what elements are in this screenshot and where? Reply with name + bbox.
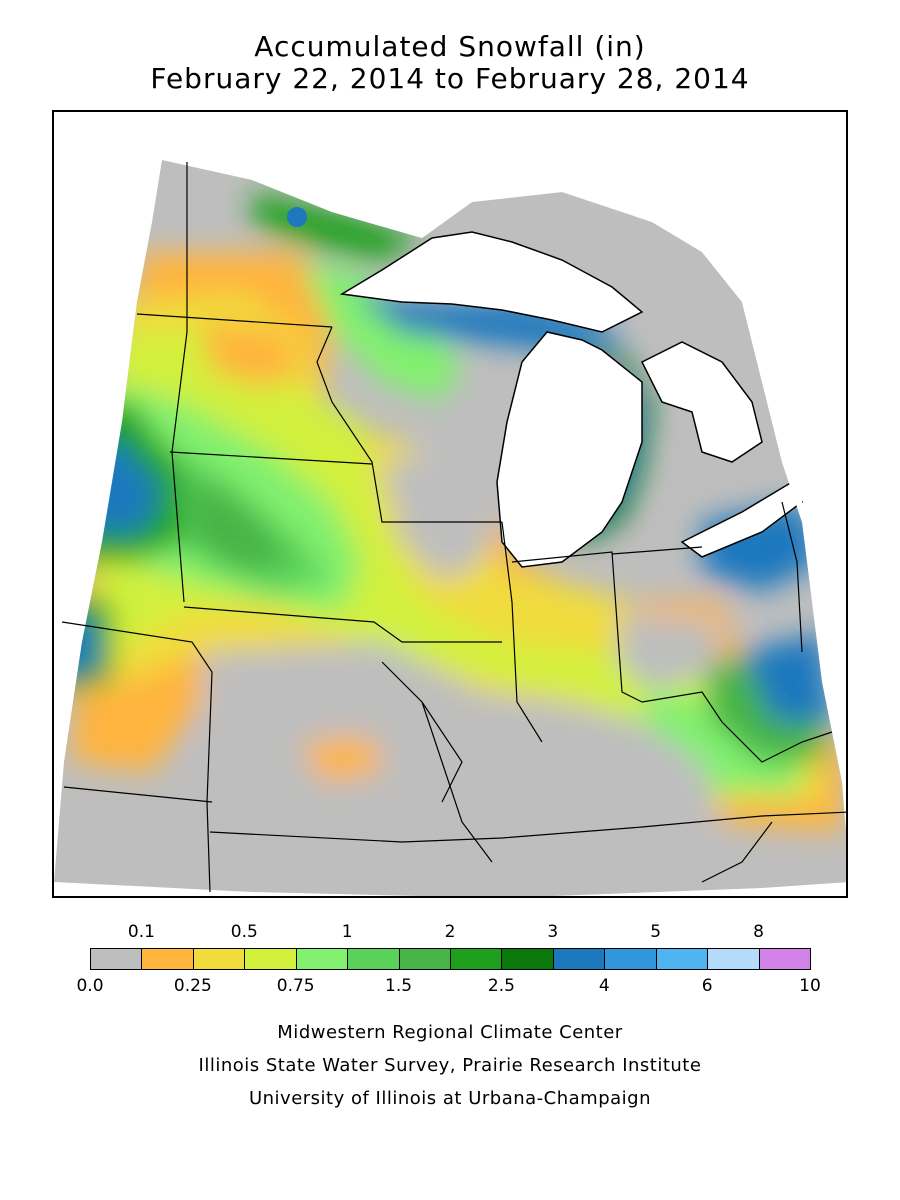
color-legend: 0.1 0.5 1 2 3 5 8 0.0 0.25 0.75 1.5 2.5 4 6 10: [76, 922, 820, 996]
state-borders: [61, 162, 846, 893]
legend-upper-label: 8: [753, 922, 764, 942]
legend-lower-label: 1.5: [385, 976, 413, 996]
legend-swatch: [90, 948, 143, 970]
snowfall-field: [54, 160, 846, 896]
map-canvas: [54, 120, 846, 896]
credit-line-3: University of Illinois at Urbana-Champai…: [248, 1088, 652, 1109]
legend-lower-label: 0.0: [76, 976, 104, 996]
legend-swatch: [347, 948, 400, 970]
legend-swatch: [604, 948, 657, 970]
legend-upper-label: 5: [650, 922, 662, 942]
credit-line-2: Illinois State Water Survey, Prairie Res…: [198, 1055, 702, 1076]
legend-upper-label: 2: [444, 922, 456, 942]
legend-swatch: [244, 948, 297, 970]
legend-swatch: [192, 948, 246, 970]
great-lakes: [339, 231, 803, 568]
legend-lower-label: 2.5: [487, 976, 515, 996]
map-title-line1: Accumulated Snowfall (in): [254, 30, 646, 63]
legend-lower-label: 4: [598, 976, 610, 996]
legend-lower-label: 6: [701, 976, 713, 996]
map-title-line2: February 22, 2014 to February 28, 2014: [150, 62, 750, 95]
legend-swatch: [655, 948, 709, 970]
legend-swatch: [141, 948, 194, 970]
legend-upper-label: 0.1: [127, 922, 155, 942]
legend-swatch: [707, 948, 760, 970]
legend-upper-label: 1: [341, 922, 353, 942]
legend-swatch: [295, 948, 349, 970]
legend-lower-label: 0.75: [276, 976, 315, 996]
legend-swatch: [758, 948, 811, 970]
snowfall-map: [52, 110, 848, 898]
legend-swatch: [552, 948, 606, 970]
legend-swatch: [398, 948, 451, 970]
credit-line-1: Midwestern Regional Climate Center: [277, 1022, 623, 1043]
legend-upper-label: 3: [547, 922, 559, 942]
legend-upper-label: 0.5: [230, 922, 258, 942]
legend-swatch: [450, 948, 503, 970]
legend-swatch: [501, 948, 554, 970]
legend-lower-label: 10: [799, 976, 821, 996]
legend-lower-label: 0.25: [173, 976, 212, 996]
